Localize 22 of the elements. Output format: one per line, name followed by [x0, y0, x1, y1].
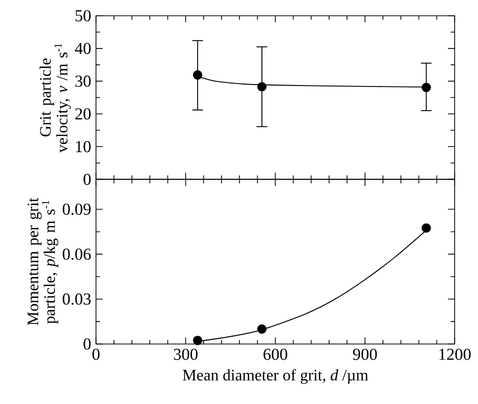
y-tick-label: 0.09 [62, 204, 91, 215]
x-axis-title: Mean diameter of grit, d /µm [182, 369, 368, 384]
y-tick-label: 0 [84, 338, 91, 350]
x-tick-label: 600 [264, 348, 288, 360]
y-tick-label: 30 [75, 76, 91, 87]
point [422, 82, 431, 92]
y-tick-label: 10 [76, 140, 91, 152]
y-tick-label: 40 [74, 42, 91, 54]
x-tick-label: 0 [92, 348, 100, 360]
x-tick-label: 300 [174, 348, 198, 360]
y-tick-label: 0 [84, 174, 91, 185]
y-tick-label: 20 [75, 108, 91, 120]
point [422, 223, 431, 233]
y-tick-label: 50 [76, 10, 91, 22]
x-tick-label: 900 [353, 348, 377, 360]
x-tick-label: 1200 [439, 348, 471, 360]
y-tick-label: 0.06 [62, 248, 91, 260]
y-tick-label: 0.03 [62, 293, 91, 305]
point [192, 70, 202, 80]
point [257, 324, 267, 334]
point [192, 336, 202, 346]
point [257, 82, 267, 92]
